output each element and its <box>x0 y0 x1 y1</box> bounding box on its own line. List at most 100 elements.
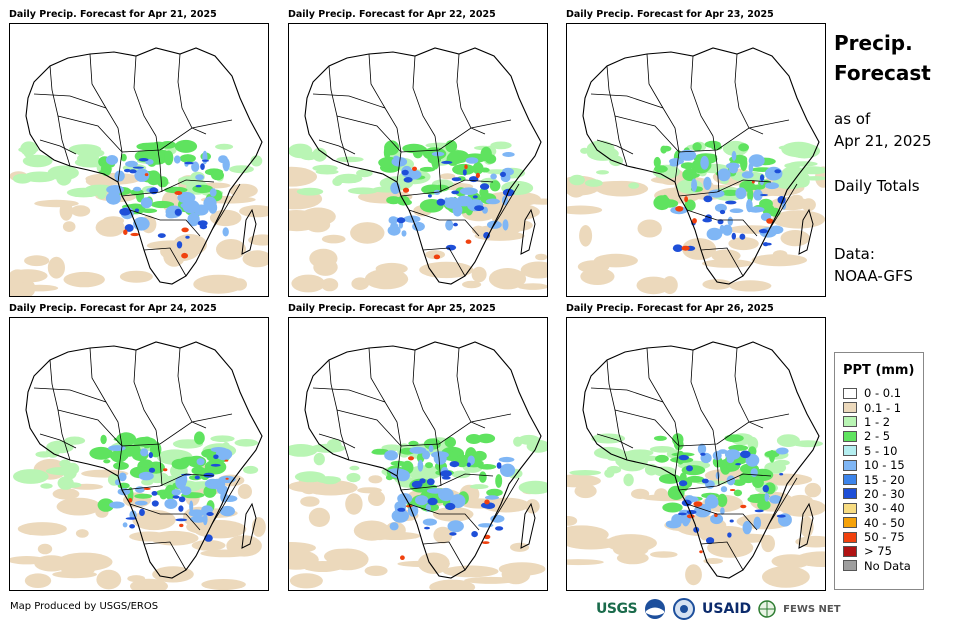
precip-area <box>425 462 433 469</box>
precip-area <box>171 489 181 496</box>
precip-area <box>52 570 97 579</box>
precip-area <box>653 156 661 168</box>
precip-area <box>364 565 388 576</box>
precip-area <box>490 173 497 180</box>
country-border <box>133 349 157 431</box>
precip-area <box>758 229 768 234</box>
legend-swatch <box>843 502 857 514</box>
country-border <box>590 387 664 403</box>
precip-area <box>677 512 687 516</box>
precip-area <box>45 467 79 476</box>
precip-area <box>748 162 754 174</box>
precip-area <box>753 516 762 530</box>
precip-area <box>289 198 305 209</box>
precip-area <box>472 195 478 199</box>
precip-area <box>465 157 479 164</box>
precip-area <box>591 433 626 444</box>
precip-area <box>13 469 49 484</box>
precip-area <box>332 177 343 186</box>
legend-item: 5 - 10 <box>843 444 923 458</box>
precip-area <box>395 469 410 482</box>
country-border <box>121 473 215 491</box>
precip-area <box>761 534 775 553</box>
legend-item: > 75 <box>843 544 923 558</box>
precip-area <box>250 155 263 167</box>
precip-area <box>140 448 149 457</box>
legend-item: 30 - 40 <box>843 501 923 515</box>
precip-area <box>194 431 205 445</box>
precip-area <box>140 208 158 214</box>
precip-area <box>407 465 443 480</box>
precip-area <box>681 245 690 251</box>
precip-area <box>210 463 221 467</box>
precip-area <box>150 530 199 546</box>
precip-area <box>308 507 330 527</box>
country-border <box>336 409 512 447</box>
precip-area <box>124 224 134 232</box>
precip-area <box>71 205 91 217</box>
precip-area <box>449 461 460 468</box>
legend-item: 0 - 0.1 <box>843 386 923 400</box>
legend-item: 0.1 - 1 <box>843 400 923 415</box>
precip-area <box>132 166 144 169</box>
precip-area <box>479 187 489 198</box>
country-border <box>686 209 758 237</box>
legend-item: 40 - 50 <box>843 516 923 530</box>
africa-coastline <box>304 341 542 579</box>
precip-area <box>433 254 441 260</box>
precip-area <box>525 198 547 205</box>
precip-area <box>201 159 209 162</box>
precip-area <box>636 276 671 295</box>
noaa-logo-icon <box>645 599 666 619</box>
precip-area <box>21 284 59 292</box>
country-border <box>33 387 107 403</box>
precip-area <box>431 151 445 157</box>
panel-title: Daily Precip. Forecast for Apr 23, 2025 <box>566 9 774 20</box>
precip-area <box>321 278 339 292</box>
precip-area <box>584 179 603 187</box>
precip-area <box>150 200 175 209</box>
precip-area <box>704 140 721 148</box>
forecast-panel-apr24: Daily Precip. Forecast for Apr 24, 2025 <box>9 303 269 593</box>
precip-area <box>412 166 417 171</box>
precip-area <box>140 197 153 209</box>
precip-area <box>157 176 169 188</box>
precip-area <box>405 505 413 508</box>
country-border <box>700 247 744 277</box>
precip-area <box>210 435 235 442</box>
usgs-logo: USGS <box>596 601 638 617</box>
precip-area <box>324 548 360 565</box>
precip-area <box>117 488 131 496</box>
precip-area <box>788 143 821 159</box>
precip-area <box>191 161 200 172</box>
precip-area <box>771 554 811 569</box>
precip-area <box>202 150 208 165</box>
precip-area <box>99 169 111 174</box>
country-border <box>211 477 241 525</box>
precip-area <box>675 206 684 212</box>
madagascar-outline <box>520 208 536 255</box>
africa-coastline <box>25 341 263 579</box>
precip-area <box>728 237 759 251</box>
country-border <box>133 55 157 137</box>
legend-swatch <box>843 545 857 557</box>
country-border <box>312 93 386 109</box>
precip-area <box>196 458 205 466</box>
precip-area <box>75 529 89 538</box>
precip-area <box>729 489 736 491</box>
precip-area <box>682 238 717 260</box>
precip-area <box>606 465 622 474</box>
precip-area <box>774 169 781 174</box>
legend-swatch <box>843 459 857 471</box>
panel-title: Daily Precip. Forecast for Apr 22, 2025 <box>288 9 496 20</box>
precip-area <box>242 250 268 268</box>
precip-area <box>96 569 122 590</box>
precip-area <box>500 171 506 178</box>
precip-area <box>517 434 540 445</box>
country-border <box>734 53 764 135</box>
precip-area <box>735 463 741 466</box>
precip-area <box>569 470 602 476</box>
precip-area <box>138 158 149 162</box>
precip-area <box>402 187 410 193</box>
legend-label: 15 - 20 <box>864 472 905 487</box>
